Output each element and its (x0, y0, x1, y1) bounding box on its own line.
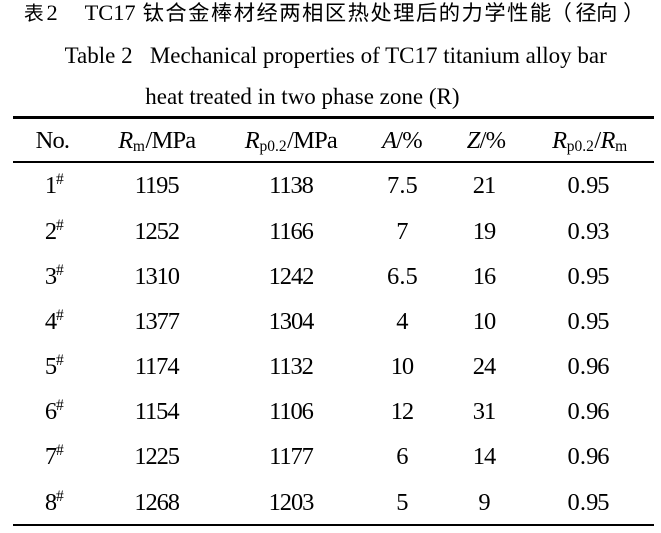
svg-text:TC17: TC17 (85, 0, 136, 25)
svg-text:2: 2 (47, 0, 58, 25)
